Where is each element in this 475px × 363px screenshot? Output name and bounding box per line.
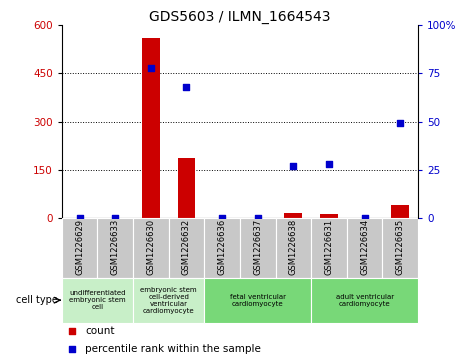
Bar: [62, 278, 133, 323]
Text: percentile rank within the sample: percentile rank within the sample: [85, 344, 261, 354]
Text: GSM1226634: GSM1226634: [360, 219, 369, 275]
Bar: [382, 217, 418, 278]
Text: count: count: [85, 326, 114, 336]
Point: [76, 215, 84, 220]
Point: [147, 65, 155, 70]
Text: cell type: cell type: [16, 295, 58, 305]
Point: [325, 161, 332, 167]
Text: GSM1226636: GSM1226636: [218, 219, 227, 275]
Point: [218, 215, 226, 220]
Point: [396, 121, 404, 126]
Text: GSM1226635: GSM1226635: [396, 219, 405, 275]
Bar: [97, 217, 133, 278]
Text: GSM1226630: GSM1226630: [146, 219, 155, 275]
Bar: [62, 217, 97, 278]
Point: [289, 163, 297, 169]
Bar: [133, 217, 169, 278]
Bar: [240, 217, 276, 278]
Text: undifferentiated
embryonic stem
cell: undifferentiated embryonic stem cell: [69, 290, 126, 310]
Bar: [133, 278, 204, 323]
Bar: [311, 278, 418, 323]
Text: GSM1226629: GSM1226629: [75, 219, 84, 275]
Point: [68, 346, 76, 352]
Point: [182, 84, 190, 90]
Bar: [276, 217, 311, 278]
Point: [111, 215, 119, 220]
Text: GSM1226631: GSM1226631: [324, 219, 333, 275]
Point: [68, 328, 76, 334]
Bar: [204, 217, 240, 278]
Bar: [204, 278, 311, 323]
Point: [361, 215, 369, 220]
Bar: [142, 38, 160, 217]
Text: GSM1226633: GSM1226633: [111, 219, 120, 275]
Text: GSM1226632: GSM1226632: [182, 219, 191, 275]
Text: embryonic stem
cell-derived
ventricular
cardiomyocyte: embryonic stem cell-derived ventricular …: [140, 287, 197, 314]
Title: GDS5603 / ILMN_1664543: GDS5603 / ILMN_1664543: [149, 11, 331, 24]
Point: [254, 215, 261, 220]
Bar: [285, 213, 302, 217]
Bar: [311, 217, 347, 278]
Bar: [347, 217, 382, 278]
Bar: [320, 214, 338, 217]
Bar: [178, 158, 195, 217]
Bar: [169, 217, 204, 278]
Text: fetal ventricular
cardiomyocyte: fetal ventricular cardiomyocyte: [230, 294, 285, 307]
Bar: [391, 205, 409, 217]
Text: GSM1226638: GSM1226638: [289, 219, 298, 275]
Text: GSM1226637: GSM1226637: [253, 219, 262, 275]
Text: adult ventricular
cardiomyocyte: adult ventricular cardiomyocyte: [335, 294, 394, 307]
